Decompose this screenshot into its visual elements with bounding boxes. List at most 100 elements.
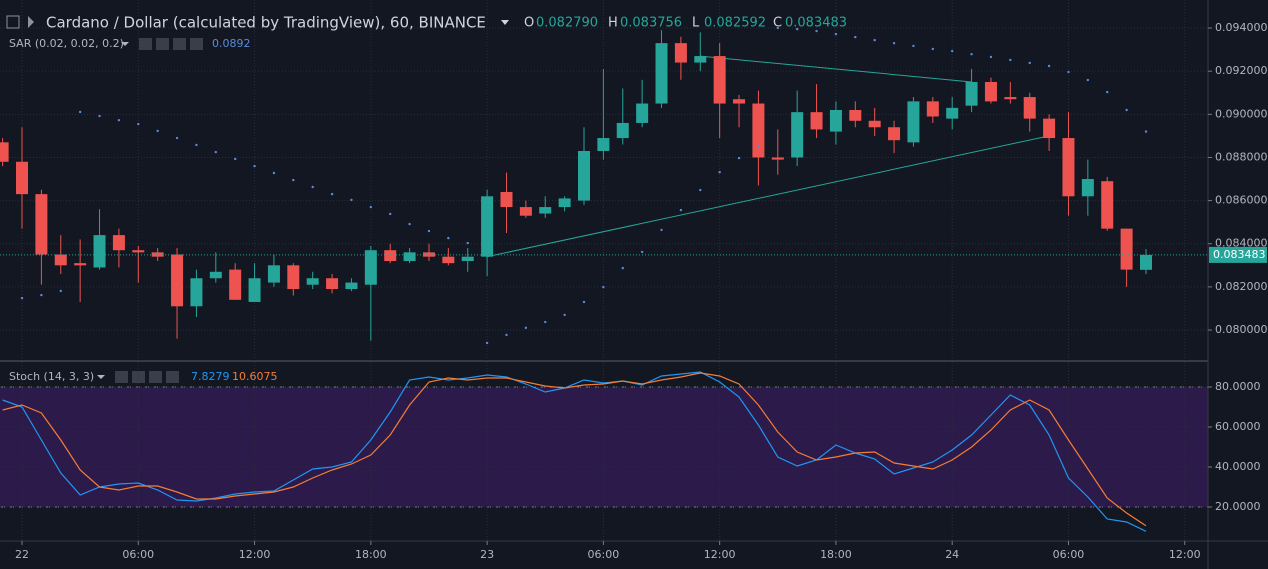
candle-body <box>461 256 474 261</box>
candle-body <box>713 56 726 104</box>
sar-dot <box>892 41 896 45</box>
icon-settings[interactable] <box>156 38 169 50</box>
sar-dot <box>815 29 818 33</box>
stoch-k-value: 7.8279 <box>191 370 230 383</box>
sar-dot <box>757 145 760 149</box>
candle-body <box>539 207 552 214</box>
sar-dot <box>311 185 314 189</box>
candle-body <box>616 122 629 139</box>
candle-body <box>326 278 339 290</box>
sar-dot <box>389 212 392 216</box>
last-price-tag <box>1209 246 1267 263</box>
sar-dot <box>1086 78 1090 82</box>
candle-body <box>965 81 978 106</box>
candle-body <box>829 110 842 132</box>
candle-body <box>810 112 823 130</box>
candle-body <box>597 138 610 151</box>
sar-dot <box>1067 70 1070 74</box>
sar-dot <box>59 289 62 293</box>
candle-body <box>422 252 435 257</box>
stoch-line <box>2 371 1147 532</box>
sar-dot <box>970 52 973 56</box>
candle-body <box>655 43 668 104</box>
icon-remove[interactable] <box>190 38 203 50</box>
candle-body <box>0 142 9 162</box>
sar-dot <box>292 178 295 182</box>
icon-hide[interactable] <box>139 38 152 50</box>
candle-body <box>345 282 358 290</box>
candle-body <box>209 271 222 279</box>
sar-dot <box>233 157 237 161</box>
x-tick-label: 12:00 <box>704 548 736 561</box>
candle-body <box>946 107 959 119</box>
title-dropdown[interactable] <box>501 20 509 25</box>
candle-body <box>907 101 920 143</box>
sar-dot <box>350 198 353 202</box>
x-tick-label: 12:00 <box>1169 548 1201 561</box>
x-tick-label: 18:00 <box>355 548 387 561</box>
y-tick-label: 0.088000 <box>1215 150 1268 163</box>
sar-dot <box>369 205 373 209</box>
candle-body <box>1101 181 1114 229</box>
ohlc-value: 0.083483 <box>785 16 847 31</box>
candle-body <box>771 157 784 160</box>
stoch-dropdown[interactable] <box>97 375 105 379</box>
sar-dot <box>679 208 683 212</box>
candle-body <box>306 278 319 285</box>
sar-dot <box>834 32 838 36</box>
ohlc-name: H <box>608 16 618 31</box>
candle-body <box>519 207 532 216</box>
icon-add[interactable] <box>149 371 162 383</box>
sar-dot <box>505 333 508 337</box>
sar-dot <box>272 171 276 175</box>
candle-body <box>578 150 591 201</box>
icon-hide[interactable] <box>115 371 128 383</box>
candle-body <box>752 103 765 158</box>
indicator-dropdown[interactable] <box>121 42 129 46</box>
x-tick-label: 23 <box>480 548 494 561</box>
ohlc-value: 0.082790 <box>536 16 598 31</box>
y-tick-label: 60.0000 <box>1215 420 1261 433</box>
candle-body <box>248 278 261 302</box>
candle-body <box>674 43 687 63</box>
sar-dot <box>912 44 915 48</box>
sar-dot <box>447 236 450 240</box>
collapse-icon[interactable] <box>6 15 20 29</box>
sar-dot <box>78 110 82 114</box>
candle-body <box>171 254 184 307</box>
ohlc-name: L <box>692 16 700 31</box>
sar-dot <box>408 222 411 226</box>
sar-dot <box>563 313 566 317</box>
candle-body <box>151 252 164 257</box>
ohlc-name: O <box>524 16 534 31</box>
icon-remove[interactable] <box>166 371 179 383</box>
sar-dot <box>156 129 159 133</box>
trend-line <box>487 135 1050 258</box>
sar-dot <box>950 49 954 53</box>
candle-body <box>442 256 455 264</box>
y-tick-label: 0.084000 <box>1215 237 1268 250</box>
candle-body <box>403 252 416 261</box>
stoch-band <box>0 387 1208 507</box>
sar-dot <box>795 27 799 31</box>
sar-dot <box>1106 90 1109 94</box>
sar-dot <box>640 250 644 254</box>
flag-icon[interactable] <box>28 16 34 28</box>
x-tick-label: 24 <box>945 548 959 561</box>
candle-body <box>791 112 804 158</box>
sar-dot <box>466 241 469 245</box>
candle-body <box>112 235 125 251</box>
icon-settings[interactable] <box>132 371 145 383</box>
chart-title: Cardano / Dollar (calculated by TradingV… <box>46 14 486 32</box>
sar-dot <box>253 164 256 168</box>
candle-body <box>500 191 513 208</box>
sar-dot <box>20 296 24 300</box>
candle-body <box>384 250 397 261</box>
sar-dot <box>931 47 935 51</box>
candle-body <box>926 101 939 117</box>
candle-body <box>364 250 377 285</box>
sar-dot <box>485 341 489 345</box>
sar-dot <box>98 114 101 118</box>
icon-add[interactable] <box>173 38 186 50</box>
